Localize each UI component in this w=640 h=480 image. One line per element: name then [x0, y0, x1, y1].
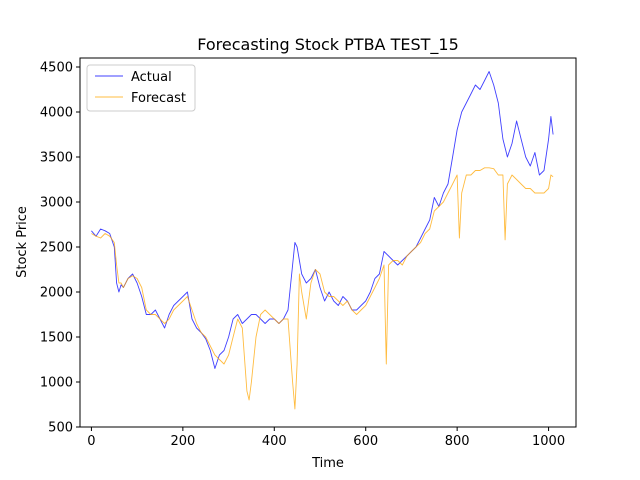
legend: Actual Forecast [86, 64, 196, 112]
y-tick-label: 3000 [40, 196, 73, 211]
chart-title: Forecasting Stock PTBA TEST_15 [197, 35, 459, 55]
y-tick-label: 2000 [40, 286, 73, 301]
y-tick-label: 2500 [40, 241, 73, 256]
y-tick-label: 500 [48, 421, 73, 436]
y-tick-label: 1000 [40, 376, 73, 391]
x-axis: 0 200 400 600 800 1000 [87, 427, 565, 449]
series-line-forecast [91, 167, 554, 410]
x-tick-label: 1000 [532, 434, 565, 449]
series-line-actual [91, 71, 554, 369]
x-tick-label: 400 [262, 434, 287, 449]
y-tick-label: 3500 [40, 151, 73, 166]
y-tick-label: 4000 [40, 106, 73, 121]
plot-frame [79, 57, 577, 428]
legend-actual-label: Actual [131, 70, 172, 85]
plot-lines [91, 71, 554, 410]
y-axis: 500 1000 1500 2000 2500 3000 3500 4000 4500 [40, 61, 80, 436]
x-tick-label: 0 [87, 434, 95, 449]
legend-forecast-label: Forecast [131, 91, 186, 106]
x-tick-label: 200 [170, 434, 195, 449]
x-axis-label: Time [311, 456, 344, 471]
x-tick-label: 600 [353, 434, 378, 449]
y-tick-label: 4500 [40, 61, 73, 76]
y-axis-label: Stock Price [15, 206, 30, 278]
x-tick-label: 800 [445, 434, 470, 449]
y-tick-label: 1500 [40, 331, 73, 346]
